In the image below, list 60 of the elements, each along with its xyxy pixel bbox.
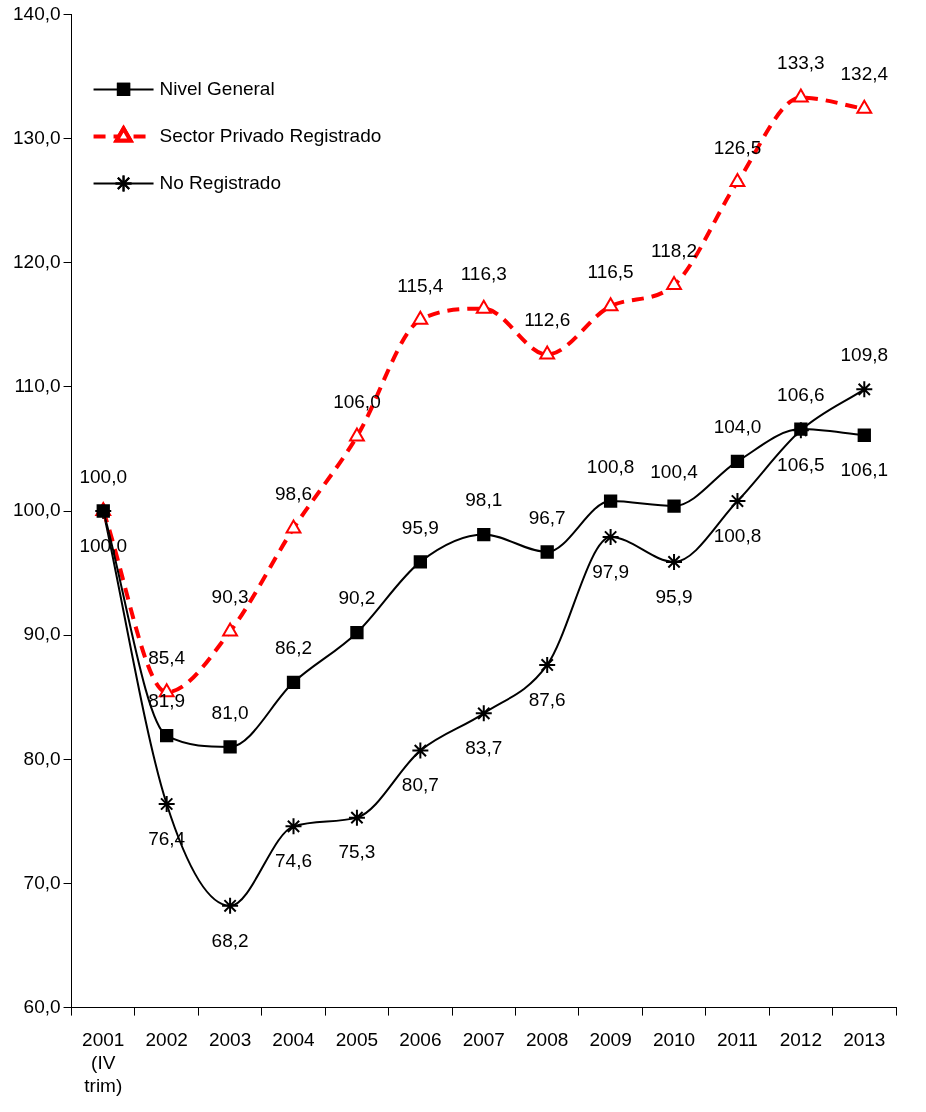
data-label: 100,8 [713, 524, 762, 546]
x-tick-label: 2003 [208, 1029, 252, 1051]
data-label: 90,2 [338, 587, 376, 609]
data-label: 104,0 [713, 416, 762, 438]
data-label: 95,9 [655, 585, 693, 607]
legend-label: No Registrado [159, 171, 281, 193]
y-tick-label: 130,0 [13, 126, 61, 148]
data-label: 115,4 [397, 274, 444, 296]
y-tick-label: 80,0 [23, 747, 61, 769]
y-tick-label: 100,0 [13, 499, 61, 521]
data-label: 100,0 [79, 465, 128, 487]
data-label: 80,7 [401, 774, 439, 796]
x-tick-label: 2008 [526, 1029, 569, 1051]
y-tick-label: 60,0 [23, 995, 61, 1017]
x-tick-label: 2009 [589, 1029, 632, 1051]
data-label: 97,9 [592, 560, 630, 582]
y-tick-label: 120,0 [13, 250, 61, 272]
data-label: 106,1 [840, 459, 889, 480]
data-label: 106,0 [333, 391, 381, 413]
data-label: 86,2 [275, 637, 313, 659]
y-tick-label: 70,0 [23, 871, 61, 893]
data-label: 87,6 [528, 688, 566, 710]
data-label: 98,1 [465, 489, 503, 511]
data-label: 98,6 [275, 483, 313, 505]
legend-label: Nivel General [159, 77, 275, 99]
x-tick-label: 2002 [145, 1029, 188, 1051]
x-tick-label: 2010 [652, 1029, 696, 1051]
data-label: 90,3 [211, 586, 249, 608]
data-label: 81,9 [148, 690, 186, 712]
x-tick-label: 2004 [272, 1029, 316, 1051]
x-tick-label: 2013 [843, 1029, 886, 1051]
data-label: 112,6 [524, 309, 571, 331]
data-label: 116,5 [587, 260, 634, 282]
y-tick-label: 110,0 [14, 375, 61, 397]
x-tick-label: 2005 [335, 1029, 379, 1051]
data-label: 109,8 [840, 344, 889, 366]
data-label: 96,7 [528, 506, 566, 528]
data-label: 100,4 [650, 460, 699, 482]
data-label: 83,7 [465, 737, 503, 759]
data-label: 116,3 [460, 263, 507, 285]
y-tick-label: 90,0 [23, 623, 61, 645]
data-label: 106,6 [777, 383, 825, 405]
x-tick-label: 2006 [399, 1029, 442, 1051]
data-label: 68,2 [211, 929, 249, 951]
x-tick-label: 2007 [462, 1029, 505, 1051]
data-label: 118,2 [650, 239, 698, 261]
data-label: 132,4 [840, 63, 889, 85]
data-label: 133,3 [777, 52, 825, 74]
data-label: 100,8 [586, 455, 635, 477]
data-label: 106,5 [777, 454, 825, 476]
x-tick-label: 2012 [779, 1029, 823, 1051]
y-tick-label: 140,0 [13, 2, 61, 24]
data-label: 85,4 [148, 646, 186, 668]
data-label: 75,3 [338, 841, 376, 863]
x-tick-label: 2001 (IV trim) [82, 1029, 125, 1096]
data-label: 81,0 [211, 701, 249, 723]
data-label: 74,6 [275, 850, 313, 872]
x-tick-label: 2011 [717, 1029, 758, 1051]
data-label: 95,9 [401, 516, 439, 538]
legend-label: Sector Privado Registrado [159, 124, 382, 146]
